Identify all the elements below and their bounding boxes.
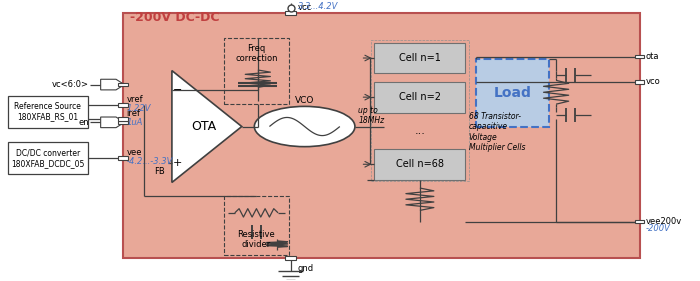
Text: 3.3...4.2V: 3.3...4.2V — [298, 2, 338, 11]
Polygon shape — [374, 43, 466, 73]
Text: VCO: VCO — [295, 96, 314, 105]
Polygon shape — [118, 103, 127, 106]
Polygon shape — [172, 71, 241, 182]
Text: vee200v: vee200v — [645, 217, 682, 226]
Text: -4.2...-3.3V: -4.2...-3.3V — [127, 157, 173, 166]
Text: Reference Source
180XFAB_RS_01: Reference Source 180XFAB_RS_01 — [15, 102, 81, 122]
Polygon shape — [374, 149, 466, 180]
Text: Cell n=2: Cell n=2 — [399, 92, 441, 102]
Polygon shape — [118, 117, 127, 121]
Text: vee: vee — [127, 148, 142, 157]
Polygon shape — [118, 156, 127, 160]
Polygon shape — [123, 13, 640, 258]
Polygon shape — [476, 59, 549, 126]
Text: Load: Load — [494, 86, 531, 100]
Text: Cell n=68: Cell n=68 — [396, 159, 444, 169]
Text: 68 Transistor-
capacitive
Voltage
Multiplier Cells: 68 Transistor- capacitive Voltage Multip… — [469, 112, 525, 152]
Text: 1.22V: 1.22V — [127, 104, 151, 113]
Text: +: + — [173, 158, 182, 168]
Polygon shape — [286, 256, 296, 260]
Polygon shape — [8, 142, 88, 174]
Text: vc<6:0>: vc<6:0> — [52, 80, 89, 89]
Text: ota: ota — [645, 52, 659, 61]
Text: -200V DC-DC: -200V DC-DC — [130, 12, 220, 24]
Text: -200V: -200V — [645, 224, 671, 233]
Text: vcc: vcc — [298, 3, 312, 12]
Text: gnd: gnd — [298, 264, 314, 273]
Text: en: en — [78, 118, 89, 127]
Text: FB: FB — [154, 167, 165, 176]
Polygon shape — [636, 220, 645, 223]
Polygon shape — [636, 80, 645, 84]
Polygon shape — [101, 79, 125, 90]
Text: Cell n=1: Cell n=1 — [399, 53, 441, 63]
Polygon shape — [8, 96, 88, 128]
Text: 1uA: 1uA — [127, 118, 143, 127]
Text: DC/DC converter
180XFAB_DCDC_05: DC/DC converter 180XFAB_DCDC_05 — [11, 148, 85, 168]
Text: vref: vref — [127, 95, 143, 104]
Polygon shape — [636, 55, 645, 58]
Polygon shape — [286, 11, 296, 15]
Polygon shape — [374, 82, 466, 112]
Text: Freq
correction: Freq correction — [235, 44, 278, 64]
Text: up to
18MHz: up to 18MHz — [358, 106, 384, 125]
Text: ...: ... — [414, 126, 426, 136]
Polygon shape — [101, 117, 125, 128]
Polygon shape — [118, 121, 127, 124]
Text: vco: vco — [645, 77, 660, 86]
Text: iref: iref — [127, 109, 141, 118]
Text: Resistive
divider: Resistive divider — [237, 230, 275, 250]
Text: OTA: OTA — [191, 120, 216, 133]
Polygon shape — [118, 83, 127, 86]
Text: −: − — [173, 85, 182, 95]
Circle shape — [254, 106, 355, 147]
